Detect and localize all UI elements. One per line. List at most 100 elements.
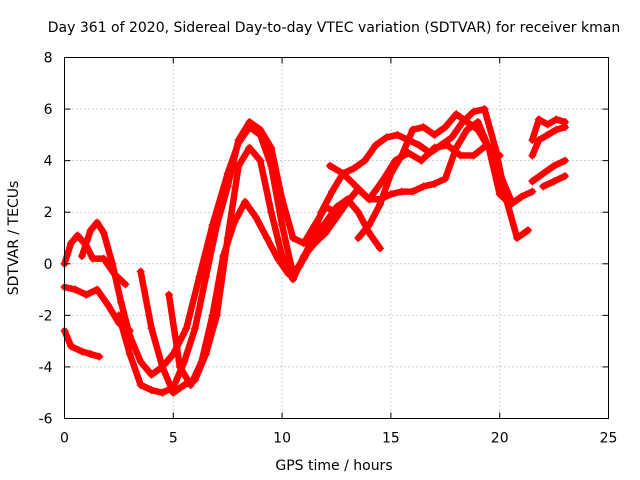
data-point [278, 221, 287, 230]
data-point [230, 218, 239, 227]
data-point [256, 156, 265, 165]
data-point [325, 161, 334, 170]
data-point [539, 182, 548, 191]
data-point [376, 244, 385, 253]
data-point [550, 177, 559, 186]
data-point [528, 177, 537, 186]
data-point [67, 342, 76, 351]
data-point [67, 239, 76, 248]
data-point [452, 110, 461, 119]
data-point [158, 388, 167, 397]
plot-frame [64, 57, 609, 419]
data-point [267, 143, 276, 152]
data-point [241, 197, 250, 206]
data-point [463, 125, 472, 134]
data-point [147, 324, 156, 333]
data-point [288, 234, 297, 242]
data-point [328, 187, 337, 196]
data-point [262, 234, 271, 242]
y-tick-label: 2 [44, 205, 53, 221]
data-point [295, 262, 304, 271]
data-point [360, 156, 369, 165]
data-point [251, 213, 260, 222]
data-point [136, 267, 145, 276]
data-point [343, 197, 352, 206]
y-axis-label: SDTVAR / TECUs [6, 181, 22, 296]
data-point [223, 182, 232, 191]
data-point [473, 125, 482, 134]
data-point [354, 234, 363, 242]
data-point [208, 311, 217, 320]
data-point [469, 151, 478, 160]
data-point [463, 117, 472, 126]
data-point [147, 386, 156, 395]
data-point [430, 143, 439, 152]
data-point [136, 357, 145, 366]
data-point [443, 141, 452, 150]
x-tick-label: 25 [600, 431, 618, 447]
data-point [386, 190, 395, 199]
data-point [419, 123, 428, 132]
data-point [234, 161, 243, 170]
data-point [212, 221, 221, 230]
data-point [99, 254, 108, 263]
data-point [560, 172, 569, 181]
data-point [517, 192, 526, 201]
data-point [147, 370, 156, 379]
data-point [288, 275, 297, 284]
y-tick-label: -2 [39, 308, 53, 324]
data-point [534, 136, 543, 145]
data-point [321, 218, 330, 227]
x-tick-label: 5 [169, 431, 178, 447]
data-point [284, 270, 293, 279]
data-point [386, 169, 395, 178]
data-point [415, 141, 424, 150]
y-tick-label: 6 [44, 102, 53, 118]
data-point [382, 133, 391, 142]
series-track-g [164, 105, 532, 389]
data-point [158, 362, 167, 371]
x-tick-label: 0 [60, 431, 69, 447]
data-point [419, 182, 428, 191]
data-point [371, 141, 380, 150]
series-track-k [528, 123, 569, 160]
data-point [234, 136, 243, 145]
data-point [99, 228, 108, 237]
chart-title: Day 361 of 2020, Sidereal Day-to-day VTE… [48, 20, 620, 36]
data-point [523, 226, 532, 235]
data-point [114, 311, 123, 320]
y-tick-label: 4 [44, 154, 53, 170]
data-point [95, 352, 104, 361]
series-trace [529, 157, 569, 185]
series-track-m [539, 172, 569, 191]
data-point [408, 125, 417, 134]
data-point [77, 252, 86, 261]
axes: 0 5 10 15 20 25 -6 -4 -2 0 2 4 6 8 [39, 51, 618, 447]
y-tick-label: -4 [39, 360, 53, 376]
data-point [550, 161, 559, 170]
y-tick-label: 0 [44, 257, 53, 273]
data-point [164, 290, 173, 299]
data-point [495, 169, 504, 178]
data-point [430, 130, 439, 139]
data-point [408, 187, 417, 196]
data-point [339, 169, 348, 178]
data-point [349, 164, 358, 173]
data-point [365, 195, 374, 204]
data-point [506, 195, 515, 204]
data-point [543, 130, 552, 139]
data-point [473, 117, 482, 126]
data-point [169, 388, 178, 397]
data-point [441, 174, 450, 183]
data-point [447, 133, 456, 142]
data-point [219, 252, 228, 261]
data-point [71, 285, 80, 294]
data-point [256, 125, 265, 134]
data-point [117, 298, 126, 307]
data-point [245, 143, 254, 152]
data-point [73, 231, 82, 240]
data-point [417, 156, 426, 165]
data-point [560, 156, 569, 165]
data-point [121, 280, 130, 289]
